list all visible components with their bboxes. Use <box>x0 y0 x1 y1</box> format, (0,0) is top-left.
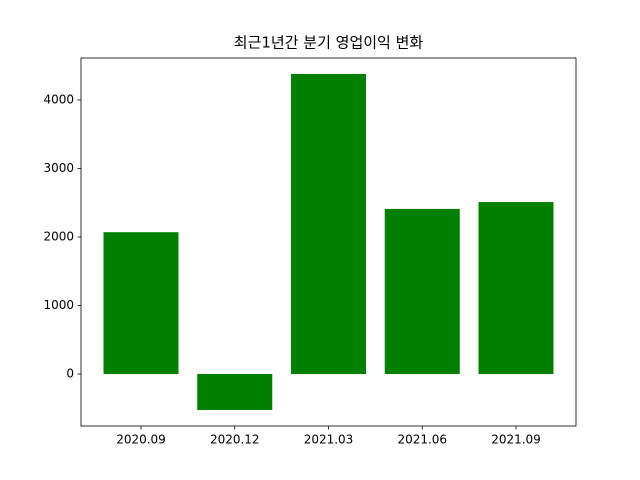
y-tick-label: 1000 <box>43 298 74 312</box>
y-tick-label: 4000 <box>43 92 74 106</box>
bar <box>197 374 273 410</box>
x-tick-label: 2021.03 <box>304 433 354 447</box>
x-tick-label: 2020.09 <box>116 433 166 447</box>
x-tick-label: 2021.09 <box>491 433 541 447</box>
x-tick-label: 2021.06 <box>397 433 447 447</box>
y-tick-label: 3000 <box>43 161 74 175</box>
bar <box>291 73 366 375</box>
chart-title: 최근1년간 분기 영업이익 변화 <box>234 34 424 52</box>
bar <box>478 202 554 375</box>
bar <box>384 208 460 375</box>
y-tick-label: 0 <box>66 367 74 381</box>
plot-frame <box>80 57 577 427</box>
x-tick-label: 2020.12 <box>210 433 260 447</box>
bar <box>103 232 179 375</box>
y-tick-label: 2000 <box>43 229 74 243</box>
